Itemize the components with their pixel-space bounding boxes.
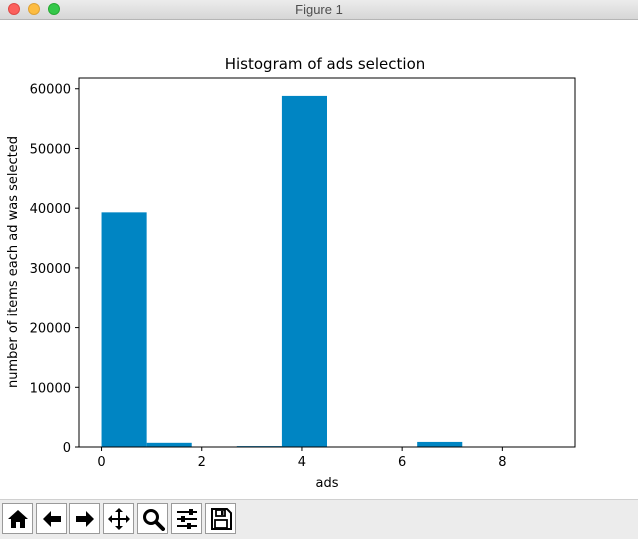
y-axis-label: number of items each ad was selected (6, 136, 21, 388)
x-tick-label-0: 0 (97, 455, 105, 470)
sliders-icon (176, 508, 197, 529)
y-tick-label-6: 60000 (30, 83, 71, 98)
histogram-bar-4 (281, 95, 327, 447)
window-title: Figure 1 (295, 2, 343, 17)
move-icon (107, 507, 130, 530)
y-tick-label-1: 10000 (30, 381, 71, 396)
save-button[interactable] (205, 503, 236, 534)
window-titlebar: Figure 1 (0, 0, 638, 20)
zoom-window-button[interactable] (48, 3, 60, 15)
y-tick-label-5: 50000 (30, 142, 71, 157)
histogram-chart: Histogram of ads selection 0 2 4 6 8 0 10000 2… (6, 55, 576, 491)
y-tick-label-4: 40000 (30, 202, 71, 217)
navigation-toolbar (0, 499, 638, 539)
arrow-left-icon (42, 510, 61, 527)
y-tick-label-2: 20000 (30, 322, 71, 337)
arrow-right-icon (75, 510, 94, 527)
chart-title: Histogram of ads selection (225, 55, 426, 73)
histogram-bar-0 (101, 212, 147, 447)
x-tick-label-3: 6 (398, 455, 406, 470)
y-tick-label-0: 0 (63, 441, 71, 456)
plot-frame (78, 77, 576, 448)
home-icon (7, 509, 28, 528)
x-tick-label-1: 2 (198, 455, 206, 470)
y-tick-label-3: 30000 (30, 262, 71, 277)
configure-subplots-button[interactable] (171, 503, 202, 534)
minimize-window-button[interactable] (28, 3, 40, 15)
home-button[interactable] (2, 503, 33, 534)
figure-canvas[interactable]: Histogram of ads selection 0 2 4 6 8 0 10000 2… (0, 20, 638, 499)
x-tick-label-4: 8 (498, 455, 506, 470)
zoom-button[interactable] (137, 503, 168, 534)
pan-button[interactable] (103, 503, 134, 534)
histogram-bar-7 (417, 441, 463, 447)
back-button[interactable] (36, 503, 67, 534)
magnifier-icon (142, 508, 165, 531)
x-axis-label: ads (316, 476, 339, 491)
close-window-button[interactable] (8, 3, 20, 15)
floppy-disk-icon (210, 507, 232, 530)
forward-button[interactable] (69, 503, 100, 534)
histogram-bar-1 (146, 442, 192, 447)
x-tick-label-2: 4 (298, 455, 306, 470)
